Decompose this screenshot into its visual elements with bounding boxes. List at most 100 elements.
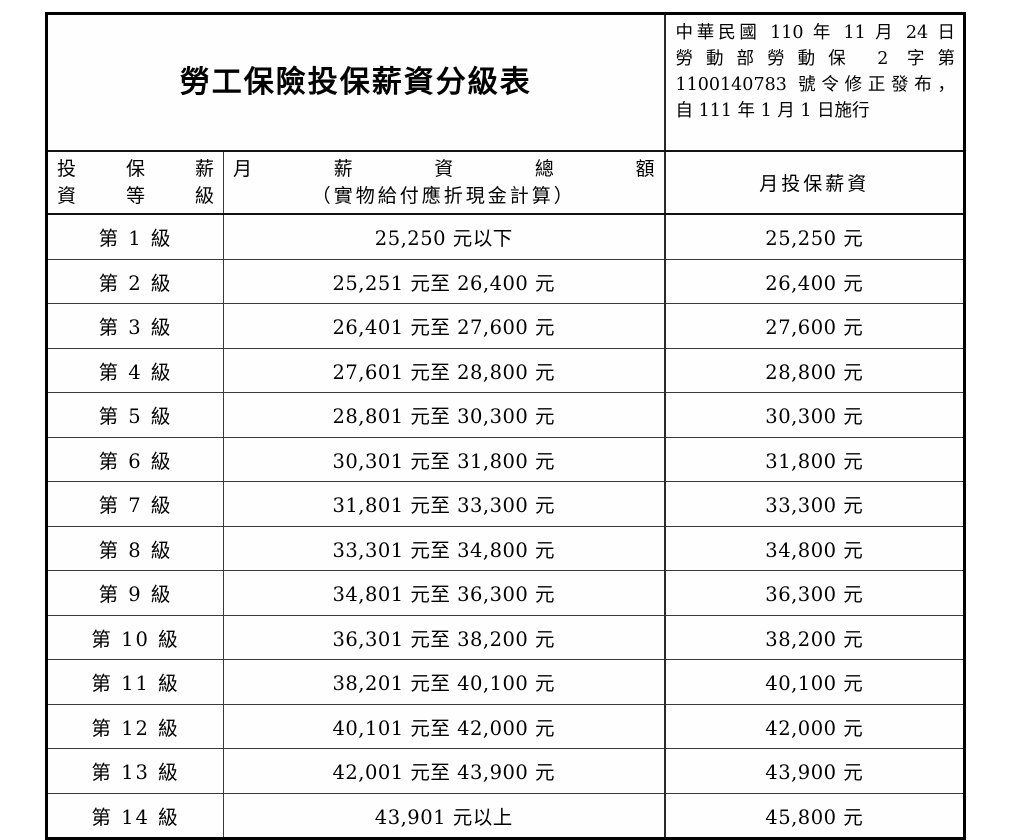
header-cell-insured-salary: 月投保薪資 bbox=[664, 150, 965, 215]
header-salary-line-2: （實物給付應折現金計算） bbox=[311, 184, 576, 207]
salary-range: 25,251 元至 26,400 元 bbox=[332, 271, 556, 295]
cell-insured-amount: 45,800 元 bbox=[664, 792, 965, 839]
notice-line-3: 1100140783 號令修正發布， bbox=[675, 74, 956, 95]
notice-line-2: 勞動部勞動保 2 字第 bbox=[675, 48, 956, 69]
cell-grade: 第 11 級 bbox=[46, 659, 224, 705]
insured-amount: 38,200 元 bbox=[765, 627, 864, 651]
cell-salary-range: 33,301 元至 34,800 元 bbox=[223, 525, 666, 571]
salary-range: 43,901 元以上 bbox=[374, 805, 513, 829]
cell-salary-range: 34,801 元至 36,300 元 bbox=[223, 570, 666, 616]
header-cell-grade: 投 保 薪 資 等 級 bbox=[46, 150, 224, 215]
insured-amount: 33,300 元 bbox=[765, 494, 864, 518]
table-row: 第 7 級 31,801 元至 33,300 元 33,300 元 bbox=[46, 481, 965, 527]
grade-label: 第 9 級 bbox=[98, 583, 173, 607]
cell-salary-range: 38,201 元至 40,100 元 bbox=[223, 659, 666, 705]
grade-label: 第 10 級 bbox=[91, 627, 180, 651]
header-salary-line-1: 月 薪 資 總 額 bbox=[233, 158, 655, 181]
cell-grade: 第 8 級 bbox=[46, 525, 224, 571]
cell-insured-amount: 26,400 元 bbox=[664, 258, 965, 304]
cell-salary-range: 27,601 元至 28,800 元 bbox=[223, 347, 666, 393]
cell-insured-amount: 38,200 元 bbox=[664, 614, 965, 660]
salary-range: 30,301 元至 31,800 元 bbox=[332, 449, 556, 473]
cell-insured-amount: 27,600 元 bbox=[664, 303, 965, 349]
cell-insured-amount: 30,300 元 bbox=[664, 392, 965, 438]
promulgation-notice-cell: 中華民國 110 年 11 月 24 日 勞動部勞動保 2 字第 1100140… bbox=[664, 13, 965, 152]
header-salary-text: 月 薪 資 總 額 （實物給付應折現金計算） bbox=[224, 156, 664, 208]
cell-insured-amount: 42,000 元 bbox=[664, 703, 965, 749]
insured-amount: 28,800 元 bbox=[765, 360, 864, 384]
cell-grade: 第 4 級 bbox=[46, 347, 224, 393]
table-body: 勞工保險投保薪資分級表 中華民國 110 年 11 月 24 日 勞動部勞動保 … bbox=[46, 13, 965, 839]
insured-amount: 36,300 元 bbox=[765, 583, 864, 607]
cell-insured-amount: 31,800 元 bbox=[664, 436, 965, 482]
header-grade-line-2: 資 等 級 bbox=[57, 184, 214, 207]
table-row: 第 11 級 38,201 元至 40,100 元 40,100 元 bbox=[46, 659, 965, 705]
grade-label: 第 12 級 bbox=[91, 716, 180, 740]
cell-grade: 第 3 級 bbox=[46, 303, 224, 349]
insured-amount: 42,000 元 bbox=[765, 716, 864, 740]
grade-label: 第 6 級 bbox=[98, 449, 173, 473]
insured-amount: 27,600 元 bbox=[765, 316, 864, 340]
cell-salary-range: 26,401 元至 27,600 元 bbox=[223, 303, 666, 349]
salary-range: 31,801 元至 33,300 元 bbox=[332, 494, 556, 518]
grade-label: 第 14 級 bbox=[91, 805, 180, 829]
cell-salary-range: 25,250 元以下 bbox=[223, 213, 666, 260]
salary-range: 42,001 元至 43,900 元 bbox=[332, 761, 556, 785]
table-row: 第 12 級 40,101 元至 42,000 元 42,000 元 bbox=[46, 703, 965, 749]
table-row: 第 1 級 25,250 元以下 25,250 元 bbox=[46, 213, 965, 260]
salary-range: 36,301 元至 38,200 元 bbox=[332, 627, 556, 651]
cell-salary-range: 28,801 元至 30,300 元 bbox=[223, 392, 666, 438]
cell-salary-range: 25,251 元至 26,400 元 bbox=[223, 258, 666, 304]
cell-insured-amount: 43,900 元 bbox=[664, 748, 965, 794]
promulgation-notice: 中華民國 110 年 11 月 24 日 勞動部勞動保 2 字第 1100140… bbox=[676, 21, 956, 125]
grade-label: 第 2 級 bbox=[98, 271, 173, 295]
cell-insured-amount: 34,800 元 bbox=[664, 525, 965, 571]
cell-salary-range: 31,801 元至 33,300 元 bbox=[223, 481, 666, 527]
insured-amount: 31,800 元 bbox=[765, 449, 864, 473]
header-insured-salary-text: 月投保薪資 bbox=[759, 173, 870, 195]
header-grade-line-1: 投 保 薪 bbox=[57, 158, 214, 181]
salary-range: 27,601 元至 28,800 元 bbox=[332, 360, 556, 384]
cell-insured-amount: 33,300 元 bbox=[664, 481, 965, 527]
salary-range: 25,250 元以下 bbox=[374, 227, 513, 251]
document-title-cell: 勞工保險投保薪資分級表 bbox=[46, 13, 666, 152]
grade-label: 第 7 級 bbox=[98, 494, 173, 518]
cell-grade: 第 7 級 bbox=[46, 481, 224, 527]
cell-salary-range: 43,901 元以上 bbox=[223, 792, 666, 839]
cell-grade: 第 1 級 bbox=[46, 213, 224, 260]
grade-label: 第 5 級 bbox=[98, 405, 173, 429]
cell-insured-amount: 25,250 元 bbox=[664, 213, 965, 260]
insured-amount: 25,250 元 bbox=[765, 227, 864, 251]
insurance-salary-grade-table: 勞工保險投保薪資分級表 中華民國 110 年 11 月 24 日 勞動部勞動保 … bbox=[45, 12, 966, 840]
grade-label: 第 11 級 bbox=[91, 672, 180, 696]
title-row: 勞工保險投保薪資分級表 中華民國 110 年 11 月 24 日 勞動部勞動保 … bbox=[46, 13, 965, 152]
grade-label: 第 13 級 bbox=[91, 761, 180, 785]
cell-grade: 第 9 級 bbox=[46, 570, 224, 616]
insured-amount: 45,800 元 bbox=[765, 805, 864, 829]
cell-grade: 第 12 級 bbox=[46, 703, 224, 749]
insured-amount: 26,400 元 bbox=[765, 271, 864, 295]
grade-label: 第 8 級 bbox=[98, 538, 173, 562]
insured-amount: 40,100 元 bbox=[765, 672, 864, 696]
salary-range: 33,301 元至 34,800 元 bbox=[332, 538, 556, 562]
salary-range: 26,401 元至 27,600 元 bbox=[332, 316, 556, 340]
cell-insured-amount: 40,100 元 bbox=[664, 659, 965, 705]
table-row: 第 10 級 36,301 元至 38,200 元 38,200 元 bbox=[46, 614, 965, 660]
insured-amount: 34,800 元 bbox=[765, 538, 864, 562]
table-row: 第 5 級 28,801 元至 30,300 元 30,300 元 bbox=[46, 392, 965, 438]
insured-amount: 43,900 元 bbox=[765, 761, 864, 785]
cell-salary-range: 42,001 元至 43,900 元 bbox=[223, 748, 666, 794]
cell-insured-amount: 28,800 元 bbox=[664, 347, 965, 393]
cell-salary-range: 40,101 元至 42,000 元 bbox=[223, 703, 666, 749]
cell-salary-range: 36,301 元至 38,200 元 bbox=[223, 614, 666, 660]
table-row: 第 13 級 42,001 元至 43,900 元 43,900 元 bbox=[46, 748, 965, 794]
notice-line-4: 自 111 年 1 月 1 日施行 bbox=[675, 100, 870, 121]
table-row: 第 14 級 43,901 元以上 45,800 元 bbox=[46, 792, 965, 839]
salary-range: 28,801 元至 30,300 元 bbox=[332, 405, 556, 429]
insured-amount: 30,300 元 bbox=[765, 405, 864, 429]
table-row: 第 2 級 25,251 元至 26,400 元 26,400 元 bbox=[46, 258, 965, 304]
cell-grade: 第 5 級 bbox=[46, 392, 224, 438]
column-header-row: 投 保 薪 資 等 級 月 薪 資 總 額 （實物給付應折現金計算） 月投保薪資 bbox=[46, 150, 965, 215]
table-row: 第 9 級 34,801 元至 36,300 元 36,300 元 bbox=[46, 570, 965, 616]
